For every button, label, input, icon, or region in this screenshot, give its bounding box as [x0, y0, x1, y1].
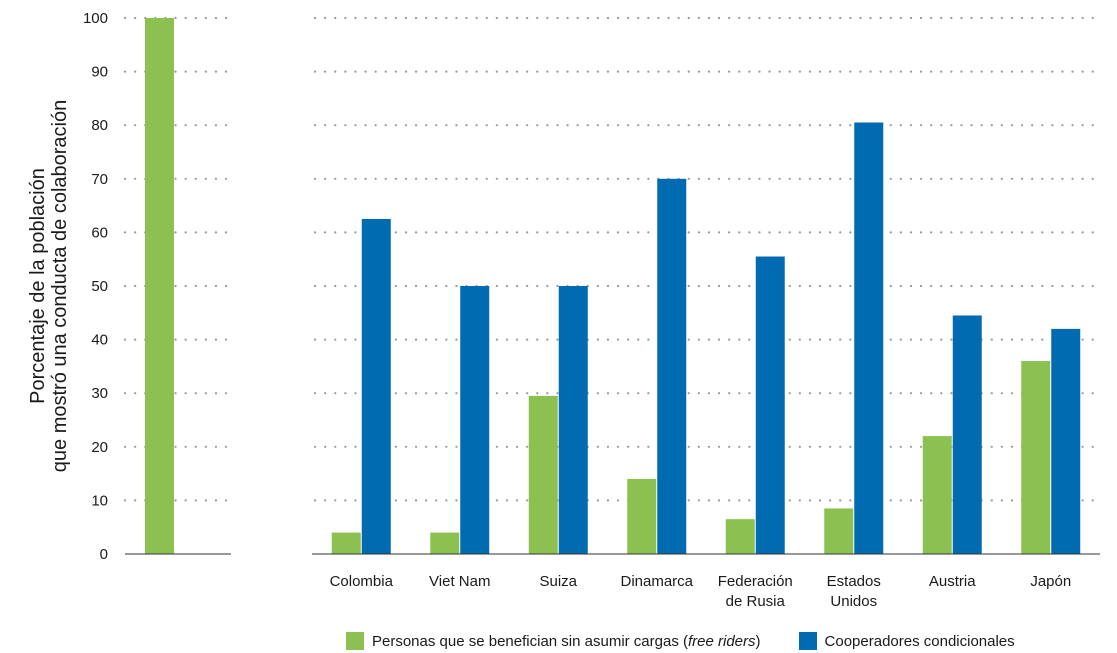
- bar-free-riders: [528, 395, 558, 554]
- legend-label-italic: free riders: [688, 632, 756, 650]
- bar-free-riders: [430, 532, 460, 554]
- category-label: Austria: [929, 573, 976, 590]
- bar-conditional-cooperators: [361, 219, 391, 554]
- reference-bar: [145, 18, 174, 554]
- legend-label-conditional-cooperators: Cooperadores condicionales: [824, 632, 1015, 650]
- y-tick-labels: 0 10 20 30 40 50 60 70 80 90 100: [83, 10, 108, 563]
- y-axis-label-line: que mostró una conducta de colaboración: [49, 100, 71, 472]
- y-tick-label: 20: [91, 439, 108, 456]
- category-label: Federación: [718, 573, 793, 590]
- category-label: Unidos: [830, 593, 877, 610]
- y-tick-label: 0: [100, 546, 108, 563]
- legend-label-free-riders: Personas que se benefician sin asumir ca…: [372, 633, 761, 650]
- chart: 0 10 20 30 40 50 60 70 80 90 100 Colombia Viet Nam S…: [27, 10, 1102, 610]
- bar-free-riders: [1021, 361, 1051, 554]
- bar-free-riders: [331, 532, 361, 554]
- category-label: Suiza: [539, 573, 577, 590]
- bar-conditional-cooperators: [558, 286, 588, 554]
- bar-free-riders: [922, 436, 952, 554]
- category-label: Japón: [1030, 573, 1071, 590]
- category-labels: Colombia Viet Nam Suiza Dinamarca Federación…: [330, 573, 1072, 610]
- y-axis-label: Porcentaje de la población que mostró una…: [27, 100, 71, 472]
- category-label: Estados: [827, 573, 881, 590]
- legend-item-free-riders: Personas que se benefician sin asumir ca…: [346, 632, 761, 650]
- bars: [145, 18, 1081, 555]
- y-tick-label: 100: [83, 10, 108, 27]
- bar-conditional-cooperators: [657, 178, 687, 555]
- y-tick-label: 30: [91, 385, 108, 402]
- bar-free-riders: [627, 478, 657, 554]
- bar-conditional-cooperators: [755, 256, 785, 554]
- category-label: Dinamarca: [620, 573, 693, 590]
- legend-label-prefix: Personas que se benefician sin asumir ca…: [372, 632, 688, 650]
- bar-conditional-cooperators: [952, 315, 982, 554]
- bar-free-riders: [824, 508, 854, 554]
- y-axis-label-line: Porcentaje de la población: [27, 168, 49, 404]
- category-label: Viet Nam: [429, 573, 490, 590]
- category-label: Colombia: [330, 573, 394, 590]
- bar-free-riders: [725, 519, 755, 554]
- y-tick-label: 40: [91, 332, 108, 349]
- category-label: de Rusia: [726, 593, 786, 610]
- y-tick-label: 80: [91, 117, 108, 134]
- y-tick-label: 90: [91, 64, 108, 81]
- legend-item-conditional-cooperators: Cooperadores condicionales: [798, 632, 1015, 650]
- bar-conditional-cooperators: [460, 286, 490, 554]
- legend-label-suffix: ): [755, 632, 761, 650]
- legend-swatch-blue: [798, 632, 817, 650]
- bar-conditional-cooperators: [1051, 328, 1081, 554]
- y-tick-label: 10: [91, 492, 108, 509]
- legend: Personas que se benefician sin asumir ca…: [346, 632, 1053, 650]
- bar-conditional-cooperators: [854, 122, 884, 555]
- grid-lines: [123, 16, 1102, 502]
- y-tick-label: 60: [91, 224, 108, 241]
- y-tick-label: 70: [91, 171, 108, 188]
- y-tick-label: 50: [91, 278, 108, 295]
- legend-swatch-green: [346, 632, 364, 650]
